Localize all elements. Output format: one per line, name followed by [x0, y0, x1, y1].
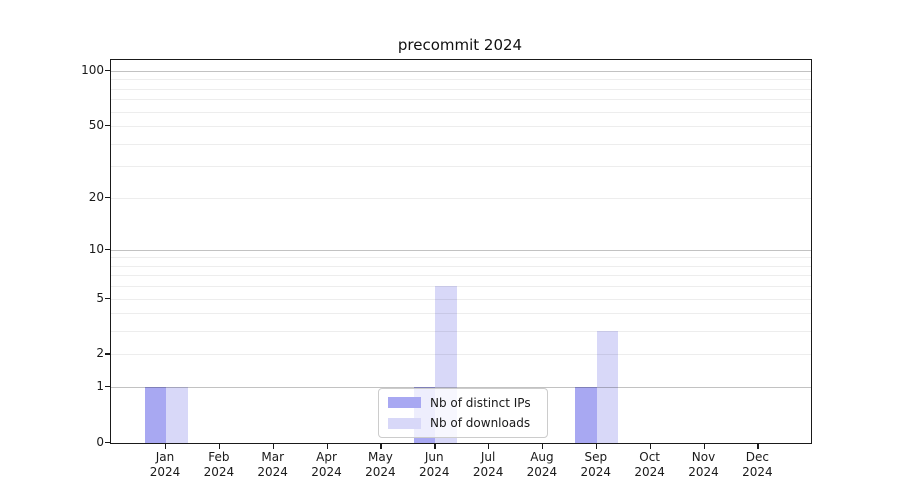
y-tick-mark-100	[105, 70, 110, 72]
x-tick-label-may: May 2024	[365, 450, 396, 479]
legend-label-downloads: Nb of downloads	[430, 416, 531, 431]
legend-swatch-downloads	[388, 417, 421, 429]
bars-layer	[111, 60, 811, 443]
x-tick-label-mar: Mar 2024	[257, 450, 288, 479]
x-tick-mark-jul	[488, 443, 490, 449]
y-tick-mark-50	[105, 125, 110, 127]
y-tick-mark-10	[105, 248, 110, 250]
bar-nb-of-downloads-jan	[166, 387, 188, 443]
bar-nb-of-downloads-sep	[596, 331, 619, 443]
legend-swatch-distinct-ips	[388, 397, 421, 409]
y-tick-mark-5	[105, 297, 110, 299]
y-tick-label-1: 1	[96, 379, 104, 394]
x-tick-mark-apr	[326, 443, 328, 449]
legend-label-distinct-ips: Nb of distinct IPs	[430, 395, 531, 410]
legend-row-downloads: Nb of downloads	[388, 416, 547, 430]
x-tick-label-oct: Oct 2024	[634, 450, 665, 479]
x-tick-label-jun: Jun 2024	[418, 450, 450, 479]
x-tick-mark-dec	[757, 443, 759, 449]
bar-nb-of-distinct-ips-jan	[144, 387, 166, 443]
y-tick-mark-0	[105, 442, 110, 444]
y-tick-mark-1	[105, 386, 110, 388]
x-tick-mark-may	[380, 443, 382, 449]
x-tick-mark-sep	[595, 443, 598, 449]
x-tick-label-aug: Aug 2024	[526, 450, 558, 479]
y-tick-label-5: 5	[96, 290, 104, 305]
y-tick-label-100: 100	[81, 63, 104, 77]
chart-title: precommit 2024	[397, 36, 523, 54]
x-tick-mark-aug	[541, 443, 544, 449]
x-tick-mark-oct	[649, 443, 651, 449]
y-tick-mark-20	[105, 196, 110, 198]
x-tick-label-sep: Sep 2024	[580, 450, 612, 479]
x-tick-mark-jan	[165, 443, 167, 449]
x-tick-mark-nov	[703, 443, 705, 449]
x-tick-label-nov: Nov 2024	[688, 450, 719, 479]
y-tick-label-0: 0	[96, 435, 104, 449]
x-tick-mark-feb	[218, 443, 221, 449]
x-tick-mark-jun	[434, 443, 436, 449]
plot-area	[110, 59, 812, 444]
legend: Nb of distinct IPs Nb of downloads	[378, 388, 548, 438]
x-tick-label-jul: Jul 2024	[472, 450, 504, 479]
legend-row-distinct-ips: Nb of distinct IPs	[388, 396, 547, 410]
y-tick-mark-2	[105, 353, 110, 355]
y-tick-label-50: 50	[88, 118, 104, 133]
x-tick-label-jan: Jan 2024	[149, 450, 181, 479]
bar-nb-of-distinct-ips-sep	[575, 387, 597, 443]
y-tick-label-2: 2	[96, 346, 104, 361]
x-tick-mark-mar	[272, 443, 274, 449]
x-tick-label-dec: Dec 2024	[742, 450, 773, 479]
y-tick-label-20: 20	[88, 189, 104, 204]
x-tick-label-apr: Apr 2024	[311, 450, 342, 479]
x-tick-label-feb: Feb 2024	[203, 450, 235, 479]
y-tick-label-10: 10	[88, 241, 104, 256]
